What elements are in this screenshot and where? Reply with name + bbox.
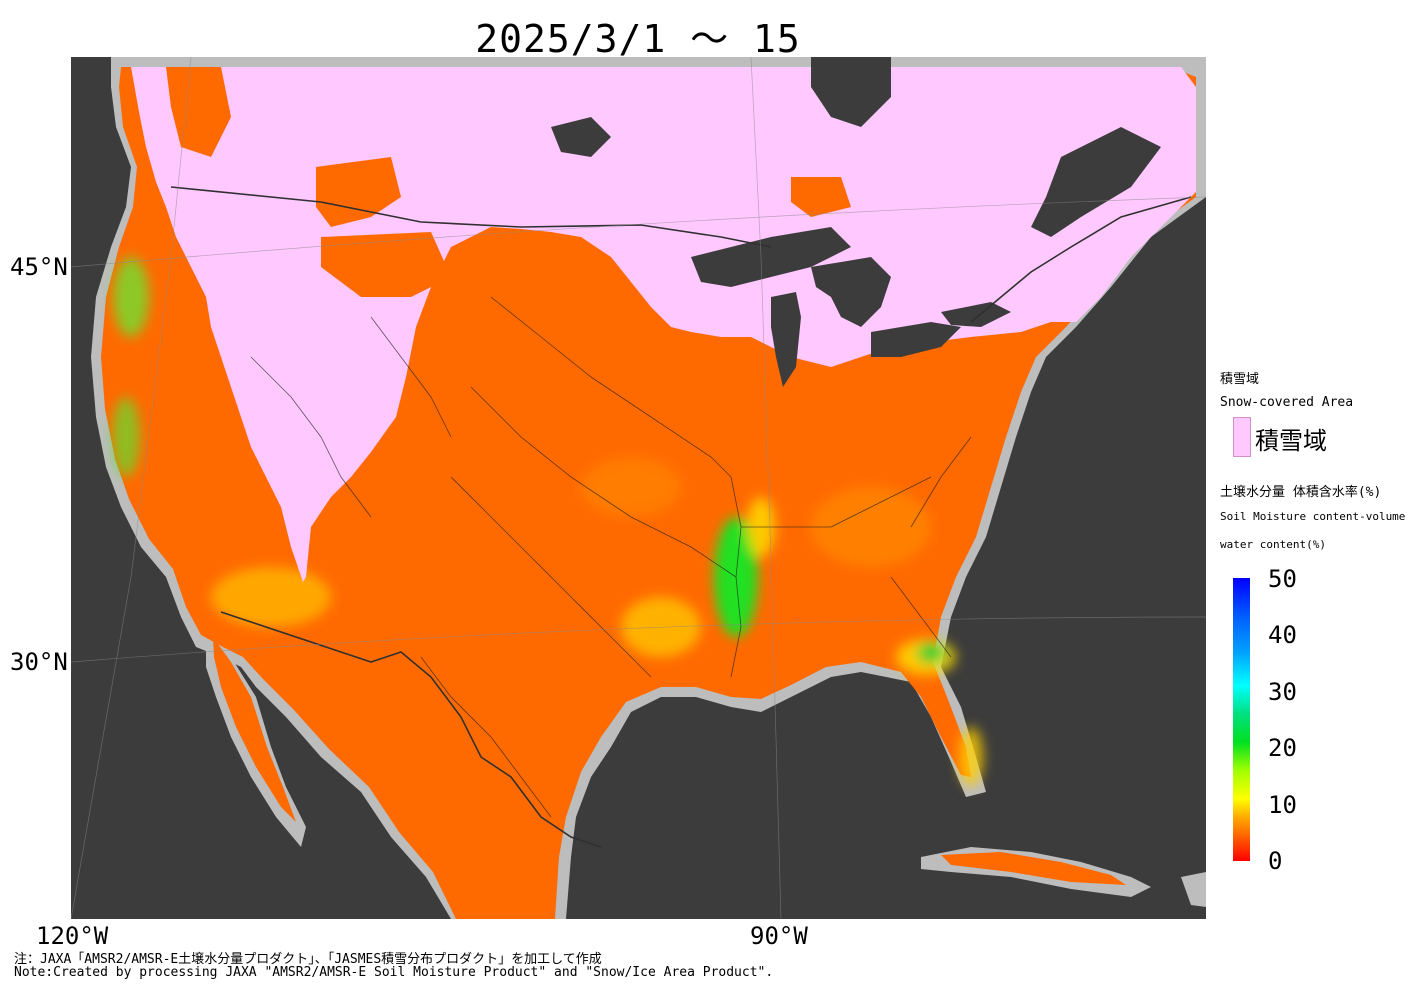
colorbar-tick-30: 30 — [1268, 678, 1297, 706]
map-title: 2025/3/1 ～ 15 — [475, 17, 801, 61]
rivers — [250, 296, 972, 818]
legend-soil-header-jp: 土壌水分量 体積含水率(%) — [1220, 485, 1382, 500]
soil-moisture-map — [71, 57, 1206, 919]
hispaniola-island — [1181, 872, 1206, 907]
soil-moisture-colorbar — [1233, 578, 1250, 861]
country-borders — [170, 186, 1192, 848]
lat-label-30n: 30°N — [10, 648, 68, 676]
note-english: Note:Created by processing JAXA "AMSR2/A… — [14, 965, 774, 980]
legend-snow-header-en: Snow-covered Area — [1220, 395, 1354, 410]
colorbar-tick-0: 0 — [1268, 847, 1283, 875]
lon-label-90w: 90°W — [750, 922, 808, 950]
colorbar-tick-20: 20 — [1268, 734, 1297, 762]
colorbar-tick-10: 10 — [1268, 791, 1297, 819]
colorbar-tick-50: 50 — [1268, 565, 1297, 593]
note-japanese: 注：JAXA「AMSR2/AMSR-E土壌水分量プロダクト」、「JASMES積雪… — [14, 952, 602, 967]
legend-snow-label: 積雪域 — [1255, 427, 1327, 455]
great-lakes — [551, 57, 1161, 387]
graticule — [71, 57, 1206, 919]
legend-soil-header-en2: water content(%) — [1220, 538, 1326, 551]
legend-soil-header-en1: Soil Moisture content-volume — [1220, 510, 1406, 523]
legend-snow-header-jp: 積雪域 — [1220, 372, 1260, 387]
map-canvas — [71, 57, 1206, 919]
colorbar-tick-40: 40 — [1268, 621, 1297, 649]
legend-snow-swatch — [1233, 417, 1251, 457]
lon-label-120w: 120°W — [36, 922, 109, 950]
lat-label-45n: 45°N — [10, 253, 68, 281]
